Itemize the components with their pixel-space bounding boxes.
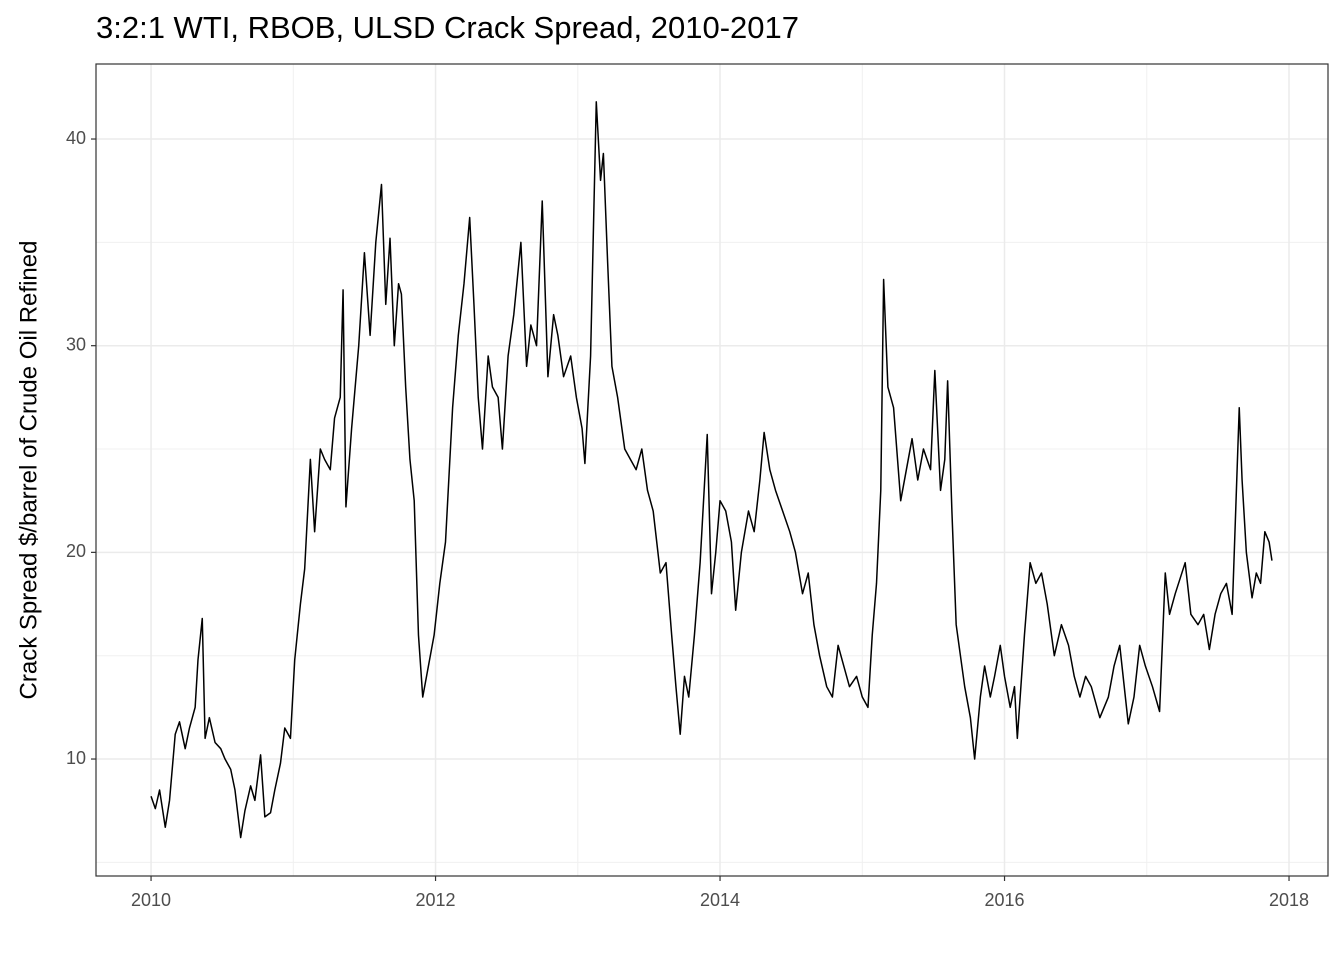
x-tick-label: 2018 <box>1269 890 1309 910</box>
y-tick-label: 40 <box>66 128 86 148</box>
x-tick-label: 2012 <box>416 890 456 910</box>
x-tick-label: 2016 <box>985 890 1025 910</box>
x-tick-label: 2010 <box>131 890 171 910</box>
y-axis-label: Crack Spread $/barrel of Crude Oil Refin… <box>15 241 42 700</box>
y-tick-label: 10 <box>66 748 86 768</box>
y-tick-label: 20 <box>66 541 86 561</box>
y-tick-label: 30 <box>66 334 86 354</box>
axes: 10 20 30 40 2010 2012 2014 2016 2018 <box>66 128 1309 910</box>
series-line <box>150 101 1273 839</box>
panel-border <box>95 63 1329 877</box>
grid <box>96 64 1328 876</box>
x-tick-label: 2014 <box>700 890 740 910</box>
plot <box>150 101 1273 839</box>
chart-title: 3:2:1 WTI, RBOB, ULSD Crack Spread, 2010… <box>96 10 799 45</box>
